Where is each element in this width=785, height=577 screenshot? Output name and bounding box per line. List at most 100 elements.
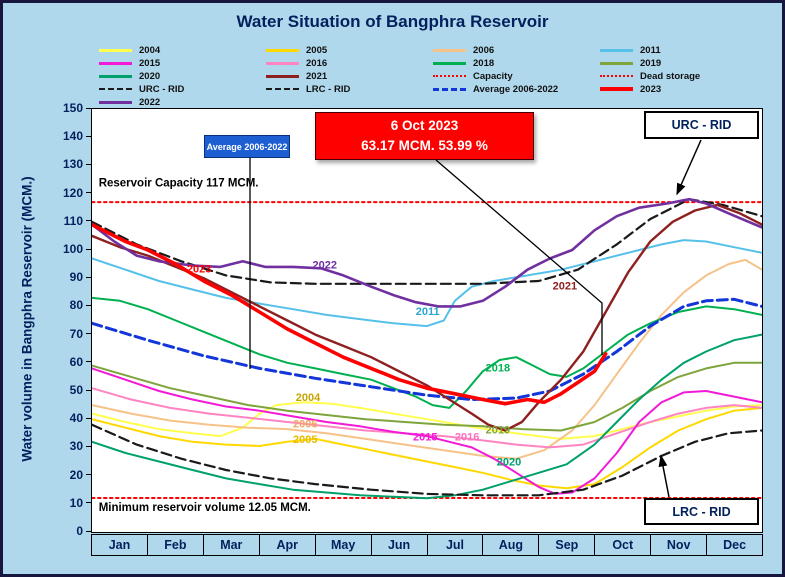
y-tick-mark bbox=[86, 276, 91, 278]
month-label-feb: Feb bbox=[146, 534, 204, 556]
legend-swatch bbox=[433, 75, 466, 77]
legend-label: 2020 bbox=[139, 70, 161, 82]
legend-item-2018: 2018 bbox=[433, 57, 596, 69]
y-tick-label: 90 bbox=[69, 270, 83, 285]
legend-item-2023: 2023 bbox=[600, 83, 763, 95]
legend-label: 2011 bbox=[640, 44, 661, 56]
y-tick-mark bbox=[86, 135, 91, 137]
month-label-aug: Aug bbox=[482, 534, 540, 556]
legend-item-2006: 2006 bbox=[433, 44, 596, 56]
series-line-2016 bbox=[91, 387, 763, 449]
legend-item-2021: 2021 bbox=[266, 70, 429, 82]
legend-label: Dead storage bbox=[640, 70, 701, 82]
legend-swatch bbox=[99, 100, 132, 104]
callout-date: 6 Oct 2023 bbox=[390, 117, 459, 133]
legend-swatch bbox=[99, 88, 132, 90]
legend-label: Average 2006-2022 bbox=[473, 83, 559, 95]
legend-swatch bbox=[266, 61, 299, 65]
series-line-2015 bbox=[91, 367, 763, 495]
series-line-2018 bbox=[91, 296, 763, 409]
legend-swatch bbox=[99, 61, 132, 65]
y-tick-label: 120 bbox=[62, 185, 83, 200]
month-label-jul: Jul bbox=[426, 534, 484, 556]
legend-item-2020: 2020 bbox=[99, 70, 262, 82]
chart-label-2018: 2018 bbox=[486, 362, 510, 374]
legend-label: 2021 bbox=[306, 70, 328, 82]
month-label-may: May bbox=[314, 534, 372, 556]
legend-item-2022: 2022 bbox=[99, 96, 262, 108]
legend-swatch bbox=[600, 61, 633, 65]
legend-label: 2015 bbox=[139, 57, 161, 69]
y-tick-mark bbox=[86, 333, 91, 335]
y-tick-label: 100 bbox=[62, 242, 83, 256]
legend-item-dead-storage: Dead storage bbox=[600, 70, 763, 82]
month-label-sep: Sep bbox=[538, 534, 596, 556]
y-tick-mark bbox=[86, 107, 91, 109]
chart-label-reservoir-capacity-117-mcm: Reservoir Capacity 117 MCM. bbox=[99, 178, 259, 190]
y-tick-label: 140 bbox=[62, 129, 83, 144]
chart-label-minimum-reservoir-volume-12-05-mcm: Minimum reservoir volume 12.05 MCM. bbox=[99, 502, 311, 514]
legend-item-average-2006-2022: Average 2006-2022 bbox=[433, 83, 596, 95]
legend-label: 2018 bbox=[473, 57, 495, 69]
chart-label-2015: 2015 bbox=[413, 431, 437, 443]
legend-swatch bbox=[433, 61, 466, 65]
series-line-2023 bbox=[90, 222, 608, 406]
y-tick-label: 110 bbox=[63, 213, 83, 228]
legend-item-2004: 2004 bbox=[99, 44, 262, 56]
chart-label-2021: 2021 bbox=[553, 281, 577, 293]
legend-swatch bbox=[433, 87, 466, 91]
legend-label: 2016 bbox=[306, 57, 328, 69]
y-tick-mark bbox=[86, 389, 91, 391]
legend-swatch bbox=[99, 74, 132, 78]
legend-item-urc-rid: URC - RID bbox=[99, 83, 262, 95]
y-tick-label: 30 bbox=[69, 439, 83, 454]
legend-item-2015: 2015 bbox=[99, 57, 262, 69]
y-tick-label: 50 bbox=[69, 383, 83, 397]
series-line-2021 bbox=[90, 203, 764, 432]
y-tick-mark bbox=[86, 474, 91, 476]
callout-value: 63.17 MCM. 53.99 % bbox=[361, 138, 488, 153]
legend-label: 2005 bbox=[306, 44, 328, 56]
month-label-oct: Oct bbox=[594, 534, 652, 556]
legend-label: URC - RID bbox=[139, 83, 185, 95]
y-tick-mark bbox=[86, 417, 91, 419]
y-tick-mark bbox=[86, 220, 91, 222]
date-callout-box: 6 Oct 2023 63.17 MCM. 53.99 % bbox=[315, 112, 534, 160]
legend-item-capacity: Capacity bbox=[433, 70, 596, 82]
chart-label-2016: 2016 bbox=[455, 431, 479, 443]
legend-swatch bbox=[600, 87, 633, 91]
legend-label: 2023 bbox=[640, 83, 662, 95]
legend-swatch bbox=[266, 88, 299, 90]
legend-swatch bbox=[99, 48, 132, 52]
chart-label-2005: 2005 bbox=[293, 434, 317, 446]
legend-item-2019: 2019 bbox=[600, 57, 763, 69]
chart-label-2011: 2011 bbox=[416, 306, 440, 318]
series-line-lrc-rid bbox=[90, 423, 764, 497]
legend-label: 2022 bbox=[139, 96, 161, 108]
chart-label-2022: 2022 bbox=[313, 259, 337, 271]
month-label-apr: Apr bbox=[258, 534, 316, 556]
chart-label-2020: 2020 bbox=[497, 457, 521, 469]
y-tick-label: 130 bbox=[62, 157, 83, 172]
y-tick-mark bbox=[86, 248, 91, 250]
y-tick-mark bbox=[86, 192, 91, 194]
y-tick-label: 10 bbox=[69, 495, 83, 510]
legend-swatch bbox=[600, 48, 633, 52]
y-tick-mark bbox=[86, 304, 91, 306]
legend-item-2005: 2005 bbox=[266, 44, 429, 56]
y-tick-label: 150 bbox=[62, 101, 83, 115]
y-tick-label: 70 bbox=[69, 326, 83, 341]
plot-area: 2023 2022 2021 2011 2018 2004 2006 2005 2015 2016… bbox=[90, 108, 764, 533]
y-tick-label: 0 bbox=[76, 524, 83, 538]
series-line-2005 bbox=[91, 406, 763, 490]
legend-item-2011: 2011 bbox=[600, 44, 763, 56]
legend-swatch bbox=[266, 74, 299, 78]
legend-label: LRC - RID bbox=[306, 83, 351, 95]
chart-label-2004: 2004 bbox=[296, 392, 321, 404]
legend-label: Capacity bbox=[473, 70, 513, 82]
y-tick-mark bbox=[86, 502, 91, 504]
y-tick-label: 80 bbox=[69, 298, 83, 313]
legend-swatch bbox=[266, 48, 299, 52]
month-label-nov: Nov bbox=[650, 534, 708, 556]
